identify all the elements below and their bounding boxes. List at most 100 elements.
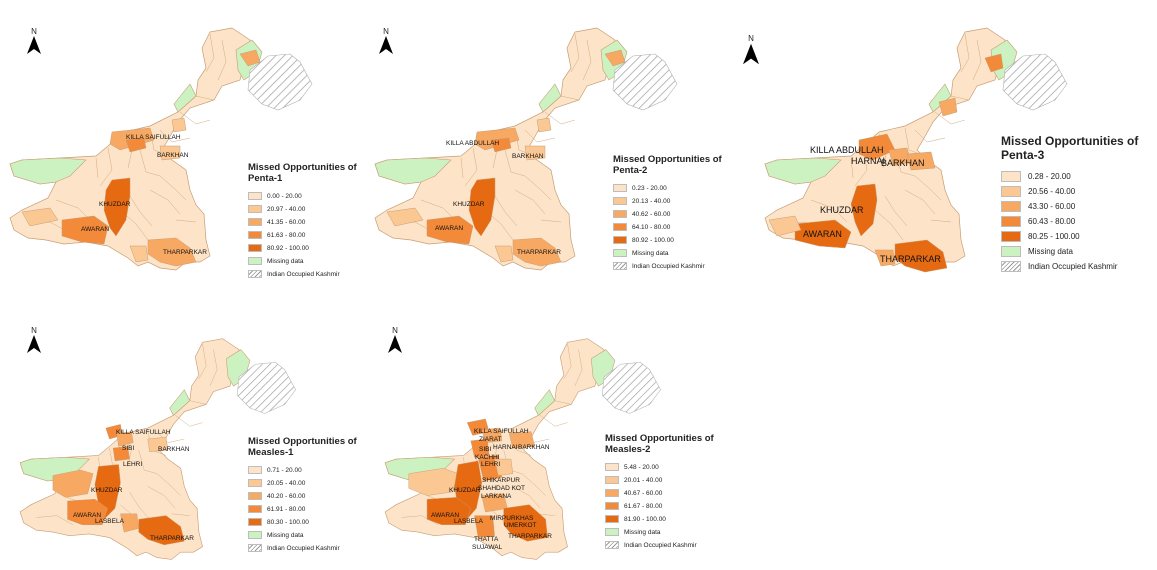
legend-swatch xyxy=(1001,185,1021,197)
legend-item-class4: 61.67 - 80.00 xyxy=(605,500,714,513)
legend-swatch xyxy=(605,541,619,550)
legend-item-class1: 5.48 - 20.00 xyxy=(605,461,714,474)
district-label-shahdad-kot: SHAHDAD KOT xyxy=(478,485,525,492)
district-label-umerkot: UMERKOT xyxy=(504,522,537,529)
district-label-khuzdar: KHUZDAR xyxy=(91,487,123,494)
legend-item-class5: 81.90 - 100.00 xyxy=(605,513,714,526)
map-legend: Missed Opportunities of Measles-1 0.71 -… xyxy=(248,436,357,555)
choropleth-map xyxy=(0,0,250,285)
north-arrow-icon: N xyxy=(387,326,403,358)
legend-item-class1: 0.71 - 20.00 xyxy=(248,464,357,477)
legend-title: Missed Opportunities of Penta-1 xyxy=(248,162,357,184)
legend-swatch xyxy=(1001,200,1021,212)
legend-item-class4: 61.63 - 80.00 xyxy=(248,229,357,242)
district-label-lasbela: LASBELA xyxy=(454,518,483,525)
legend-swatch xyxy=(248,205,262,214)
district-label-lehri: LEHRI xyxy=(123,461,143,468)
legend-item-missing: Missing data xyxy=(605,526,714,539)
district-label-awaran: AWARAN xyxy=(435,225,464,232)
district-label-khuzdar: KHUZDAR xyxy=(449,487,481,494)
district-label-khuzdar: KHUZDAR xyxy=(820,205,864,215)
district-label-killa-abdullah: KILLA ABDULLAH xyxy=(810,145,884,155)
legend-swatch xyxy=(248,479,262,488)
north-arrow-icon: N xyxy=(743,34,759,70)
map-panel-penta3: N KILLA ABDULLAH HARNAI BARKHAN KHUZDAR … xyxy=(735,0,1155,290)
district-label-tharparkar: THARPARKAR xyxy=(163,249,207,256)
district-label-barkhan: BARKHAN xyxy=(157,152,189,159)
district-label-sibi: SIBI xyxy=(122,445,135,452)
legend-item-class4: 60.43 - 80.00 xyxy=(1001,214,1138,229)
legend-title: Missed Opportunities of Measles-2 xyxy=(605,433,714,455)
legend-swatch xyxy=(613,236,627,245)
map-legend: Missed Opportunities of Penta-2 0.23 - 2… xyxy=(613,154,722,273)
legend-swatch xyxy=(248,231,262,240)
legend-swatch xyxy=(613,197,627,206)
legend-item-missing: Missing data xyxy=(248,529,357,542)
legend-swatch xyxy=(613,184,627,193)
legend-item-class1: 0.23 - 20.00 xyxy=(613,182,722,195)
legend-item-occupied: Indian Occupied Kashmir xyxy=(613,260,722,273)
legend-item-missing: Missing data xyxy=(248,255,357,268)
legend-swatch xyxy=(605,528,619,537)
legend-item-class4: 61.91 - 80.00 xyxy=(248,503,357,516)
map-legend: Missed Opportunities of Measles-2 5.48 -… xyxy=(605,433,714,552)
choropleth-map xyxy=(755,0,1005,285)
district-label-lehri: LEHRI xyxy=(481,461,501,468)
district-label-tharparkar: THARPARKAR xyxy=(508,533,552,540)
map-panel-penta1: N KILLA SAIFULLAH BARKHAN KHUZDAR AWARAN… xyxy=(0,0,370,285)
legend-swatch xyxy=(613,262,627,271)
district-label-harnai: HARNAI xyxy=(851,156,886,166)
legend-swatch xyxy=(1001,215,1021,227)
legend-swatch xyxy=(248,466,262,475)
legend-item-class5: 80.25 - 100.00 xyxy=(1001,229,1138,244)
legend-swatch xyxy=(613,223,627,232)
district-label-barkhan: BARKHAN xyxy=(512,153,544,160)
north-arrow-icon: N xyxy=(26,27,42,59)
map-panel-measles1: N KILLA SAIFULLAH SIBI BARKHAN LEHRI KHU… xyxy=(0,310,370,568)
district-label-sujawal: SUJAWAL xyxy=(472,544,503,551)
legend-item-class5: 80.30 - 100.00 xyxy=(248,516,357,529)
district-label-lasbela: LASBELA xyxy=(95,518,124,525)
legend-item-class2: 20.05 - 40.00 xyxy=(248,477,357,490)
legend-swatch xyxy=(248,518,262,527)
district-label-kachhi: KACHHI xyxy=(475,454,500,461)
legend-swatch xyxy=(248,257,262,266)
legend-swatch xyxy=(1001,230,1021,242)
legend-swatch xyxy=(605,463,619,472)
legend-swatch xyxy=(248,192,262,201)
district-label-killa-saifullah: KILLA SAIFULLAH xyxy=(474,428,529,435)
legend-item-class2: 20.13 - 40.00 xyxy=(613,195,722,208)
district-label-barkhan: BARKHAN xyxy=(518,444,550,451)
map-panel-penta2: N KILLA ABDULLAH BARKHAN KHUZDAR AWARAN … xyxy=(365,0,735,285)
district-label-barkhan: BARKHAN xyxy=(158,446,190,453)
legend-swatch xyxy=(605,476,619,485)
legend-item-missing: Missing data xyxy=(613,247,722,260)
district-label-khuzdar: KHUZDAR xyxy=(453,201,485,208)
legend-swatch xyxy=(613,249,627,258)
district-label-tharparkar: THARPARKAR xyxy=(880,254,941,264)
district-label-awaran: AWARAN xyxy=(431,512,460,519)
legend-swatch xyxy=(248,270,262,279)
district-label-ziarat: ZIARAT xyxy=(479,436,502,443)
legend-swatch xyxy=(605,489,619,498)
district-label-tharparkar: THARPARKAR xyxy=(517,249,561,256)
legend-item-occupied: Indian Occupied Kashmir xyxy=(1001,259,1138,274)
legend-swatch xyxy=(248,544,262,553)
legend-item-class1: 0.00 - 20.00 xyxy=(248,190,357,203)
legend-item-class5: 80.92 - 100.00 xyxy=(248,242,357,255)
district-label-killa-saifullah: KILLA SAIFULLAH xyxy=(116,429,171,436)
north-arrow-icon: N xyxy=(26,326,42,358)
district-label-harnai: HARNAI xyxy=(493,444,518,451)
legend-swatch xyxy=(1001,245,1021,257)
legend-item-class3: 40.67 - 60.00 xyxy=(605,487,714,500)
legend-swatch xyxy=(248,218,262,227)
district-label-thatta: THATTA xyxy=(474,536,499,543)
legend-item-class2: 20.97 - 40.00 xyxy=(248,203,357,216)
legend-item-occupied: Indian Occupied Kashmir xyxy=(248,542,357,555)
district-label-barkhan: BARKHAN xyxy=(881,158,925,168)
legend-swatch xyxy=(248,244,262,253)
legend-swatch xyxy=(1001,170,1021,182)
district-label-sibi: SIBI xyxy=(479,446,492,453)
legend-item-class2: 20.56 - 40.00 xyxy=(1001,184,1138,199)
district-label-larkana: LARKANA xyxy=(481,493,512,500)
